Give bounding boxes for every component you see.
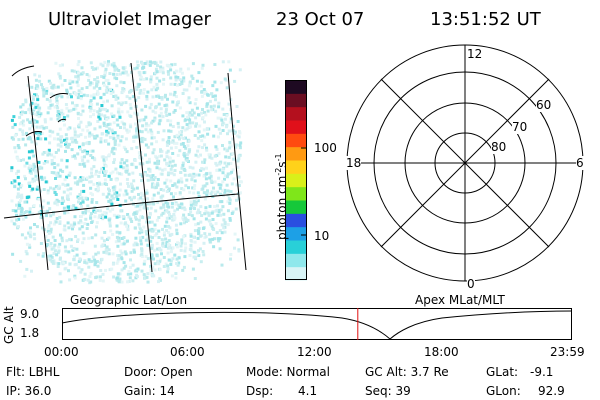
status-filter: Flt: LBHL: [6, 365, 60, 379]
observation-time: 13:51:52 UT: [430, 9, 541, 30]
colorbar-tick-100: 100: [314, 141, 337, 155]
timeline-tick-2359: 23:59: [550, 345, 585, 359]
colorbar: [285, 80, 307, 281]
observation-date: 23 Oct 07: [276, 9, 365, 30]
colorbar-segment: [285, 226, 307, 241]
mlt-label-0: 0: [467, 277, 475, 291]
status-glon-label: GLon:: [486, 384, 521, 398]
polar-plot: [346, 44, 584, 282]
colorbar-segment: [285, 120, 307, 134]
status-glat-label: GLat:: [486, 365, 519, 379]
colorbar-segment: [285, 213, 307, 228]
geographic-grid: [3, 62, 247, 273]
altitude-timeline: [61, 308, 573, 340]
colorbar-tick-10: 10: [314, 229, 330, 243]
mlat-label-80: 80: [491, 140, 507, 154]
status-gc-alt: GC Alt: 3.7 Re: [365, 365, 449, 379]
timeline-tick-1800: 18:00: [424, 345, 459, 359]
mlt-label-6: 6: [576, 156, 584, 170]
colorbar-segment: [285, 146, 307, 161]
timeline-y-axis-label: GC Alt: [2, 306, 16, 344]
timeline-y-min: 1.8: [20, 326, 40, 340]
timeline-tick-0000: 00:00: [44, 345, 79, 359]
colorbar-segment: [285, 133, 307, 148]
colorbar-unit-label: photon cm-2s-1: [274, 153, 289, 240]
colorbar-segment: [285, 186, 307, 201]
mlat-label-60: 60: [536, 98, 552, 112]
instrument-title: Ultraviolet Imager: [48, 9, 211, 30]
emission-speckle: [10, 60, 243, 285]
mlt-label-18: 18: [346, 156, 362, 170]
status-gain: Gain: 14: [124, 384, 175, 398]
colorbar-segment: [285, 253, 307, 268]
colorbar-segment: [285, 240, 307, 254]
colorbar-segment: [285, 200, 307, 214]
timeline-tick-1200: 12:00: [297, 345, 332, 359]
timeline-y-max: 9.0: [20, 307, 40, 321]
status-dsp-label: Dsp:: [246, 384, 274, 398]
colorbar-segment: [285, 160, 307, 174]
colorbar-segment: [285, 106, 307, 121]
grid-title-geographic: Geographic Lat/Lon: [70, 293, 188, 307]
mlt-label-12: 12: [467, 47, 483, 61]
status-door: Door: Open: [124, 365, 193, 379]
grid-title-apex: Apex MLat/MLT: [415, 293, 505, 307]
status-dsp-value: 4.1: [298, 384, 318, 398]
colorbar-segment: [285, 173, 307, 188]
status-seq: Seq: 39: [365, 384, 411, 398]
status-glat-value: -9.1: [530, 365, 554, 379]
timeline-tick-0600: 06:00: [170, 345, 205, 359]
colorbar-segment: [285, 266, 307, 281]
status-mode: Mode: Normal: [246, 365, 330, 379]
colorbar-segment: [285, 93, 307, 108]
mlat-label-70: 70: [512, 120, 528, 134]
uv-image-panel: [3, 60, 247, 285]
status-ip: IP: 36.0: [6, 384, 52, 398]
status-glon-value: 92.9: [538, 384, 565, 398]
colorbar-segment: [285, 80, 307, 94]
